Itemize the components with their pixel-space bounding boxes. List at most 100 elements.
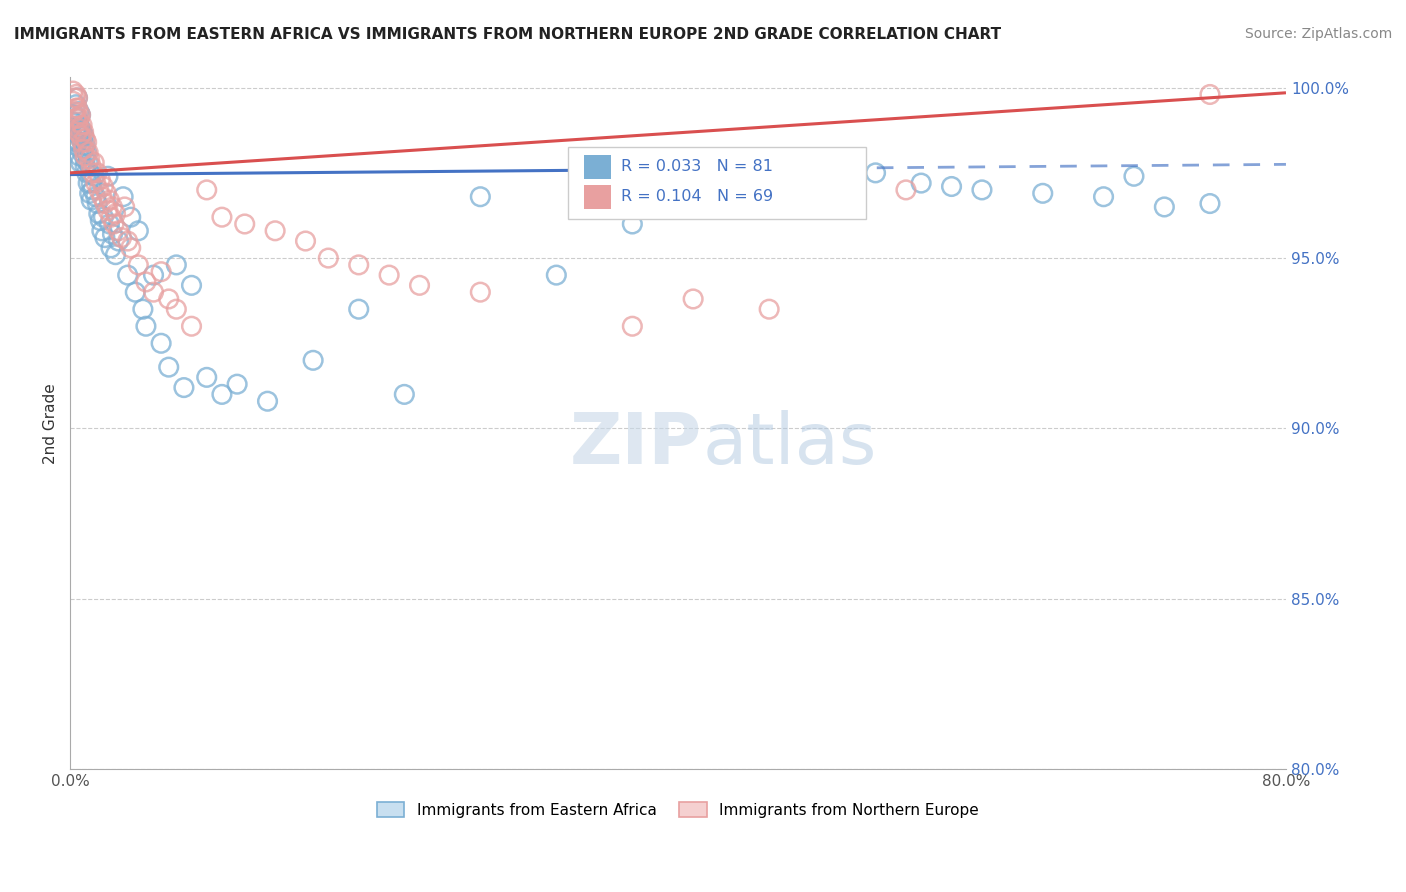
Point	[107, 224, 129, 238]
Point	[226, 377, 249, 392]
Text: Source: ZipAtlas.com: Source: ZipAtlas.com	[1244, 27, 1392, 41]
Point	[75, 138, 97, 153]
Point	[157, 292, 180, 306]
Point	[65, 138, 87, 153]
Point	[75, 159, 97, 173]
Point	[84, 176, 107, 190]
Point	[63, 132, 86, 146]
Y-axis label: 2nd Grade: 2nd Grade	[44, 383, 58, 464]
Point	[65, 121, 87, 136]
Point	[79, 166, 101, 180]
Point	[865, 166, 887, 180]
Point	[112, 190, 135, 204]
Point	[79, 153, 101, 167]
Point	[114, 200, 136, 214]
Point	[84, 190, 107, 204]
Point	[97, 203, 120, 218]
Point	[470, 285, 492, 300]
Point	[1199, 196, 1222, 211]
Point	[264, 224, 287, 238]
Point	[69, 132, 91, 146]
Point	[101, 200, 124, 214]
Point	[150, 265, 173, 279]
Point	[66, 125, 89, 139]
Point	[63, 108, 86, 122]
Point	[180, 319, 202, 334]
Point	[67, 128, 90, 143]
Point	[67, 149, 90, 163]
Point	[65, 87, 87, 102]
Point	[621, 217, 644, 231]
Point	[90, 224, 112, 238]
Point	[127, 258, 149, 272]
Point	[211, 210, 233, 224]
Point	[70, 135, 93, 149]
Point	[76, 145, 98, 160]
Point	[98, 193, 121, 207]
Point	[394, 387, 416, 401]
FancyBboxPatch shape	[585, 155, 612, 179]
Point	[66, 114, 89, 128]
Point	[90, 190, 112, 204]
Point	[83, 155, 105, 169]
Point	[70, 125, 93, 139]
Point	[195, 183, 218, 197]
Point	[135, 275, 157, 289]
Point	[546, 268, 568, 282]
Point	[77, 145, 100, 160]
Point	[66, 112, 89, 126]
Point	[70, 145, 93, 160]
Point	[94, 230, 117, 244]
Point	[132, 302, 155, 317]
Point	[758, 302, 780, 317]
Point	[211, 387, 233, 401]
Point	[1092, 190, 1115, 204]
Point	[75, 153, 97, 167]
Point	[894, 183, 917, 197]
Point	[173, 381, 195, 395]
Point	[63, 91, 86, 105]
Point	[117, 234, 139, 248]
Point	[66, 101, 89, 115]
Point	[110, 230, 132, 244]
Point	[470, 190, 492, 204]
Point	[62, 114, 84, 128]
Point	[294, 234, 316, 248]
FancyBboxPatch shape	[568, 146, 866, 219]
Point	[127, 224, 149, 238]
Point	[408, 278, 430, 293]
Point	[87, 183, 110, 197]
Point	[682, 292, 704, 306]
Point	[72, 142, 94, 156]
Point	[79, 186, 101, 201]
Text: R = 0.033   N = 81: R = 0.033 N = 81	[621, 159, 773, 174]
Point	[93, 179, 115, 194]
Point	[63, 104, 86, 119]
Point	[1199, 87, 1222, 102]
Point	[82, 166, 104, 180]
Point	[941, 179, 963, 194]
Point	[72, 128, 94, 143]
Point	[75, 132, 97, 146]
Point	[70, 118, 93, 132]
Point	[76, 166, 98, 180]
Point	[87, 207, 110, 221]
Point	[120, 210, 142, 224]
Point	[86, 166, 108, 180]
Point	[378, 268, 401, 282]
Point	[157, 360, 180, 375]
Point	[104, 207, 127, 221]
Point	[62, 95, 84, 109]
Point	[575, 190, 598, 204]
Point	[72, 142, 94, 156]
Point	[93, 210, 115, 224]
Point	[66, 135, 89, 149]
Point	[80, 176, 103, 190]
Point	[101, 227, 124, 242]
Point	[103, 217, 125, 231]
Point	[347, 302, 370, 317]
Point	[233, 217, 256, 231]
Point	[66, 91, 89, 105]
Point	[65, 101, 87, 115]
Point	[195, 370, 218, 384]
